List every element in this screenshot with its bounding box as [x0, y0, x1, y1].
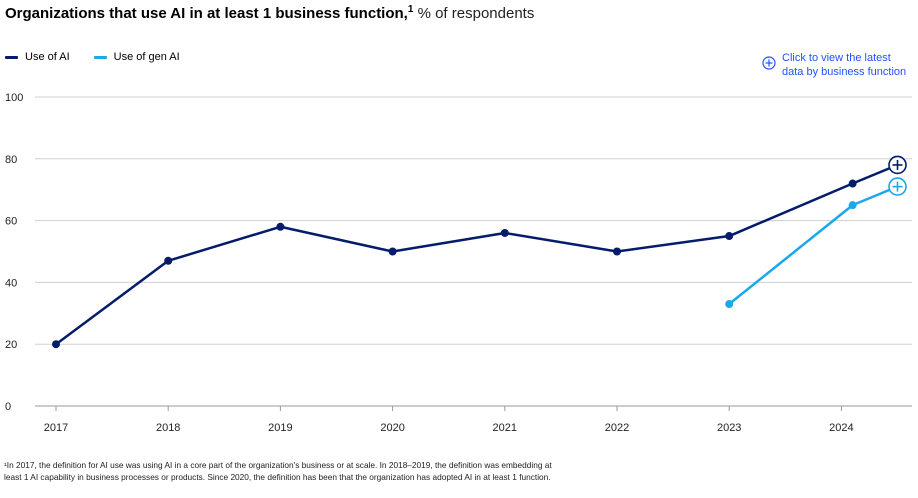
footnote-marker: 1	[407, 4, 414, 15]
x-tick-label-2018: 2018	[156, 422, 180, 434]
x-tick-label-2021: 2021	[493, 422, 517, 434]
x-tick-label-2024: 2024	[829, 422, 853, 434]
legend-label-use-of-ai: Use of AI	[25, 51, 70, 63]
data-point-use-of-ai-2021	[500, 228, 509, 237]
chart-title-unit: % of respondents	[413, 5, 535, 22]
legend-label-use-of-gen-ai: Use of gen AI	[113, 51, 180, 63]
chart-title: Organizations that use AI in at least 1 …	[5, 4, 534, 22]
y-tick-label-80: 80	[5, 154, 17, 166]
x-tick-label-2020: 2020	[380, 422, 404, 434]
y-tick-label-20: 20	[5, 339, 17, 351]
view-latest-data-link-text[interactable]: Click to view the latest data by busines…	[782, 51, 910, 79]
series-end-plus-marker-use-of-ai[interactable]	[888, 155, 907, 175]
y-tick-label-0: 0	[5, 401, 11, 413]
data-point-use-of-gen-ai-2024.1	[848, 201, 857, 210]
x-tick-label-2017: 2017	[44, 422, 68, 434]
x-tick-label-2023: 2023	[717, 422, 741, 434]
view-latest-data-link[interactable]: Click to view the latest data by busines…	[762, 51, 910, 79]
data-point-use-of-ai-2020	[388, 247, 397, 256]
legend-item-use-of-gen-ai: Use of gen AI	[93, 51, 180, 63]
chart-title-main: Organizations that use AI in at least 1 …	[5, 5, 408, 22]
legend-item-use-of-ai: Use of AI	[5, 51, 70, 63]
series-line-use-of-gen-ai	[727, 185, 899, 306]
data-point-use-of-ai-2023	[725, 232, 734, 241]
legend-swatch-use-of-ai	[5, 55, 18, 59]
x-tick-label-2022: 2022	[605, 422, 629, 434]
plus-circle-icon[interactable]	[762, 56, 776, 70]
footnote: ¹In 2017, the definition for AI use was …	[4, 460, 552, 482]
line-chart: 0 20 40 60 80 100 2017 2018 2019 2020 2021 2022 2023…	[5, 92, 912, 434]
data-point-use-of-ai-2018	[164, 256, 173, 265]
legend-swatch-use-of-gen-ai	[93, 55, 107, 59]
y-tick-label-40: 40	[5, 277, 17, 289]
series-line-use-of-ai	[54, 163, 899, 346]
link-line-1[interactable]: Click to view the latest	[782, 52, 891, 64]
legend: Use of AI Use of gen AI	[5, 51, 204, 63]
series-end-plus-marker-use-of-gen-ai[interactable]	[888, 177, 907, 196]
y-tick-label-60: 60	[5, 216, 17, 228]
x-tick-label-2019: 2019	[268, 422, 292, 434]
data-point-use-of-ai-2019	[276, 222, 285, 231]
data-point-use-of-ai-2017	[52, 340, 60, 349]
link-line-2[interactable]: data by business function	[782, 66, 907, 78]
data-point-use-of-ai-2022	[613, 247, 621, 256]
y-tick-label-100: 100	[5, 92, 23, 104]
data-point-use-of-ai-2024.1	[848, 179, 857, 188]
data-point-use-of-gen-ai-2023	[725, 300, 734, 309]
